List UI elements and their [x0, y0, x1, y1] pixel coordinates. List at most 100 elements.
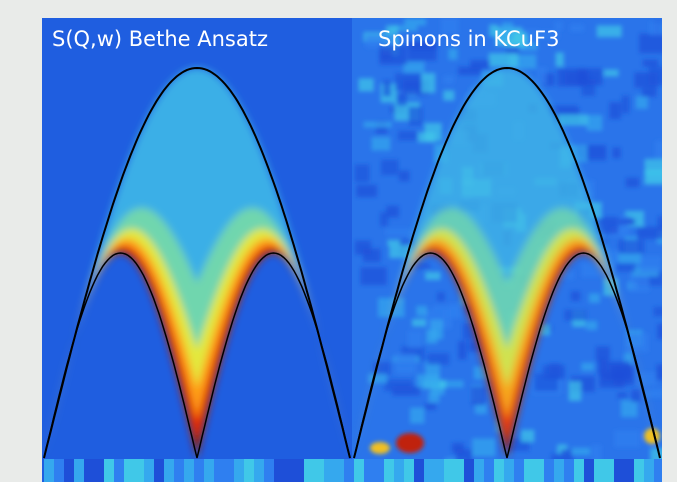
lower-boundary-curve: [43, 252, 351, 459]
noise-patch: [621, 95, 630, 114]
noise-patch: [548, 105, 578, 115]
noise-patch: [650, 448, 662, 465]
noise-patch: [386, 25, 398, 43]
strip-cell: [504, 459, 514, 482]
noise-patch: [653, 306, 662, 317]
strip-cell: [574, 459, 584, 482]
noise-patch: [631, 389, 641, 403]
strip-cell: [274, 459, 284, 482]
kcuf3-panel: [352, 18, 662, 482]
noise-patch: [649, 21, 662, 36]
noise-patch: [392, 25, 418, 32]
noise-patch: [624, 352, 634, 365]
noise-patch: [586, 114, 603, 131]
noise-patch: [561, 270, 575, 280]
strip-cell: [394, 459, 404, 482]
noise-patch: [382, 80, 392, 97]
noise-patch: [597, 359, 607, 375]
strip-cell: [194, 459, 204, 482]
noise-patch: [642, 59, 659, 67]
strip-cell: [44, 459, 54, 482]
noise-patch: [558, 114, 588, 126]
strip-cell: [384, 459, 394, 482]
noise-patch: [416, 305, 427, 317]
noise-patch: [396, 366, 413, 374]
strip-cell: [104, 459, 114, 482]
noise-patch: [557, 444, 568, 454]
noise-patch: [418, 132, 436, 143]
noise-patch: [412, 319, 426, 327]
noise-patch: [368, 373, 387, 384]
noise-patch: [639, 33, 662, 54]
noise-patch: [448, 48, 458, 60]
noise-patch: [432, 305, 444, 312]
noise-patch: [629, 275, 650, 292]
strip-cell: [634, 459, 644, 482]
strip-cell: [544, 459, 554, 482]
hot-spot: [644, 428, 660, 444]
strip-cell: [114, 459, 124, 482]
strip-cell: [94, 459, 104, 482]
title-right: Spinons in KCuF3: [378, 27, 559, 51]
noise-patch: [410, 407, 425, 424]
strip-cell: [314, 459, 324, 482]
noise-patch: [537, 67, 547, 85]
noise-patch: [648, 66, 662, 86]
noise-patch: [586, 320, 598, 330]
bottom-noise-strip: [44, 459, 662, 482]
noise-patch: [441, 380, 464, 388]
noise-patch: [594, 217, 618, 234]
noise-patch: [384, 379, 413, 392]
noise-patch: [519, 42, 538, 51]
noise-patch: [470, 60, 490, 70]
noise-patch: [443, 75, 455, 84]
noise-patch: [387, 239, 405, 246]
strip-cell: [204, 459, 214, 482]
strip-cell: [154, 459, 164, 482]
noise-patch: [614, 430, 640, 448]
noise-patch: [379, 45, 407, 65]
strip-cell: [324, 459, 334, 482]
strip-cell: [134, 459, 144, 482]
noise-patch: [639, 372, 657, 386]
noise-patch: [389, 245, 412, 259]
noise-patch: [618, 239, 645, 254]
strip-cell: [244, 459, 254, 482]
strip-cell: [304, 459, 314, 482]
noise-patch: [472, 438, 496, 457]
noise-patch: [399, 170, 410, 182]
noise-patch: [403, 62, 425, 73]
noise-patch: [618, 218, 636, 225]
noise-patch: [612, 147, 621, 159]
strip-cell: [334, 459, 344, 482]
strip-cell: [584, 459, 594, 482]
noise-patch: [424, 403, 436, 410]
noise-patch: [415, 262, 431, 270]
noise-patch: [468, 341, 486, 352]
noise-patch: [436, 292, 445, 302]
upper-boundary-curve: [353, 66, 661, 459]
noise-patch: [407, 330, 423, 348]
noise-patch: [596, 25, 622, 38]
noise-patch: [581, 262, 601, 278]
noise-patch: [657, 323, 662, 340]
noise-patch: [397, 130, 418, 141]
noise-patch: [591, 444, 602, 462]
strip-cell: [64, 459, 74, 482]
strip-cell: [594, 459, 604, 482]
noise-patch: [354, 164, 370, 183]
noise-patch: [635, 95, 648, 109]
noise-patch: [644, 158, 662, 175]
strip-cell: [124, 459, 134, 482]
strip-cell: [614, 459, 624, 482]
strip-cell: [654, 459, 662, 482]
strip-cell: [604, 459, 614, 482]
noise-patch: [564, 309, 587, 321]
noise-patch: [378, 297, 405, 318]
noise-patch: [489, 24, 498, 37]
strip-cell: [374, 459, 384, 482]
strip-cell: [344, 459, 354, 482]
noise-patch: [617, 392, 628, 399]
strip-cell: [474, 459, 484, 482]
noise-patch: [616, 252, 642, 265]
